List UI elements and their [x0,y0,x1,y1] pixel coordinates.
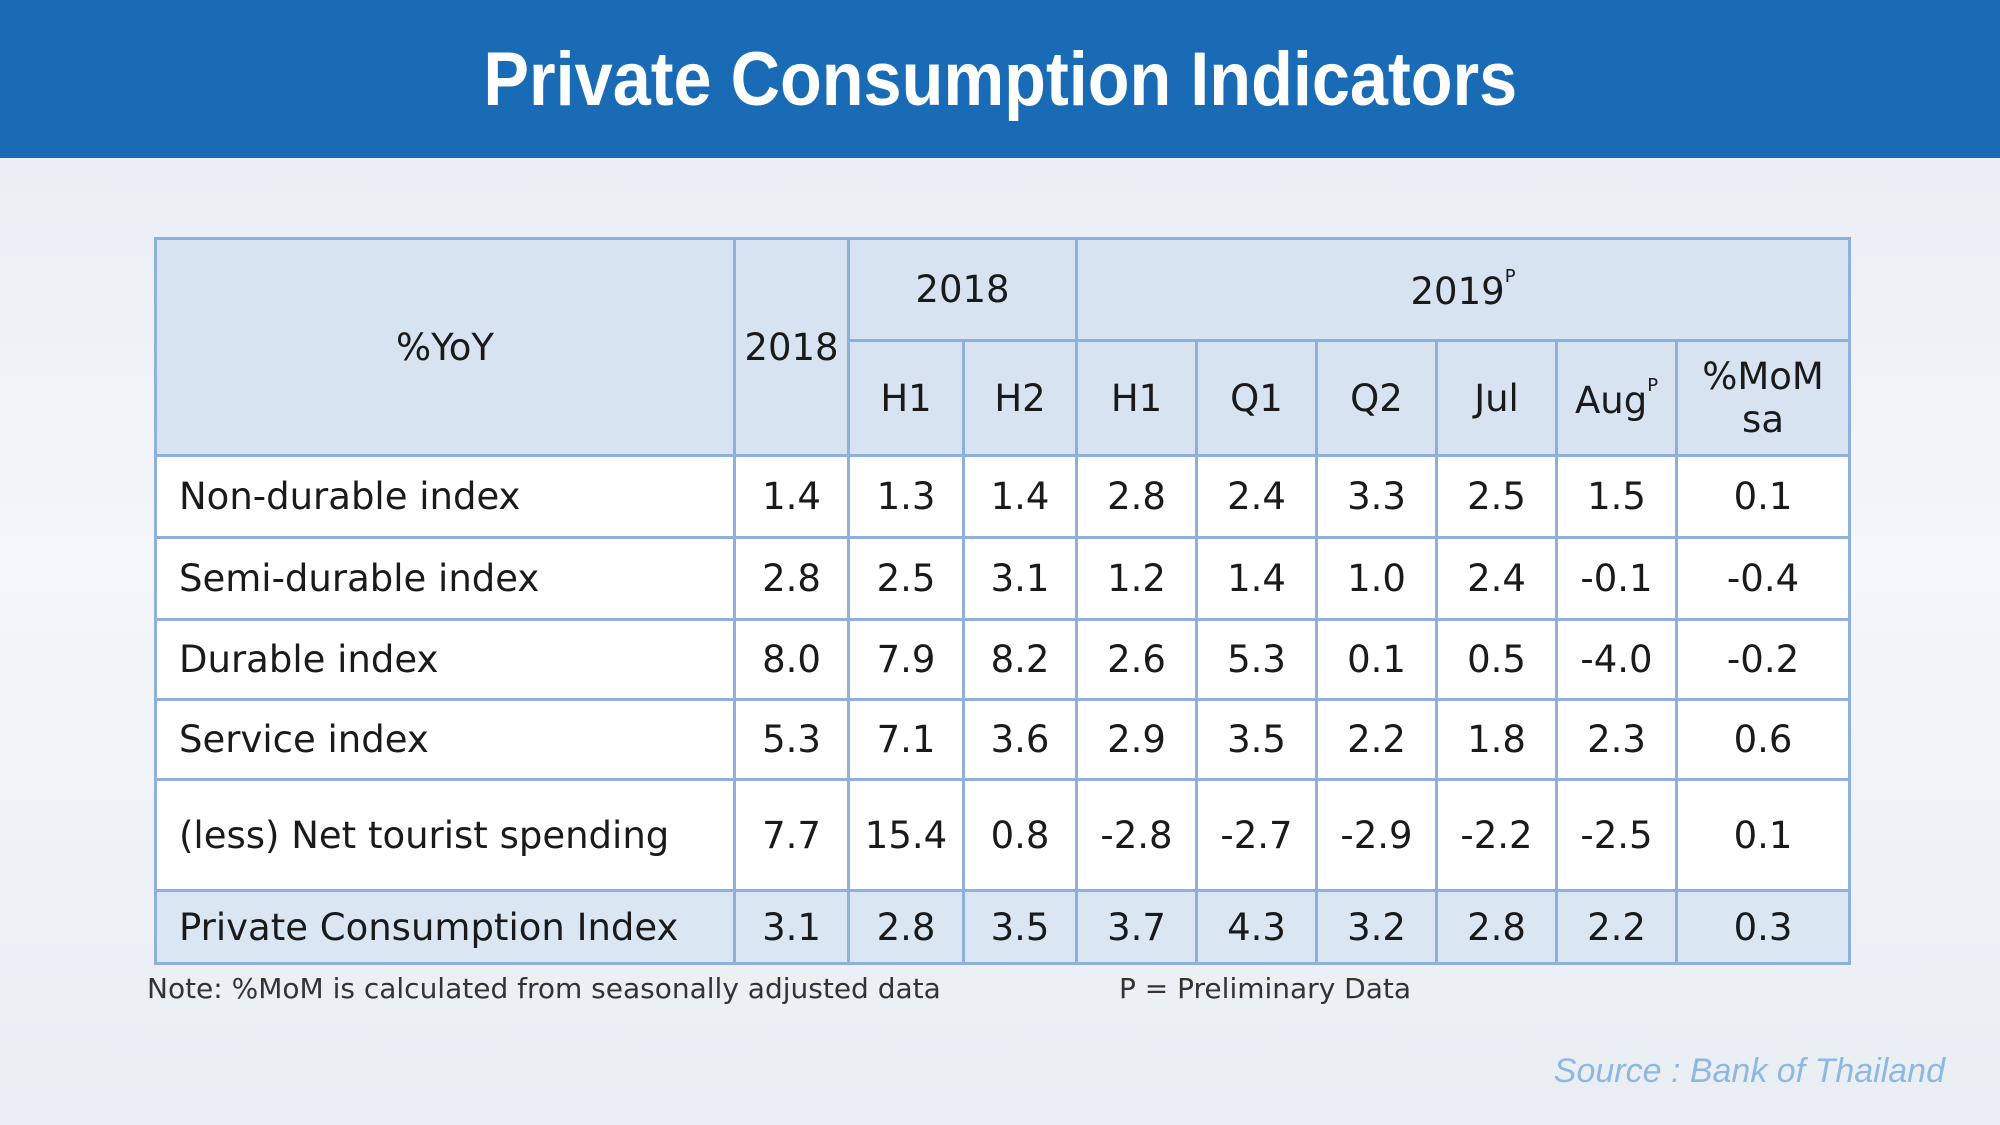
header-label: H2 [994,376,1046,420]
data-row: Non-durable index 1.4 1.3 1.4 2.8 2.4 3.3 2.5 1.… [154,454,1852,539]
header-label: %MoM sa [1702,355,1824,441]
header-row: %YoY 2018 2018 2019P [154,237,1852,457]
row-label: Service index [154,698,736,781]
cell-value: 2.2 [1555,889,1679,965]
title-bar: Private Consumption Indicators [0,0,2000,158]
cell-value: 4.3 [1195,889,1319,965]
cell-value: 1.3 [847,454,965,539]
cell-value: 5.3 [733,698,850,781]
cell-value: -2.8 [1075,778,1199,892]
cell-value: 3.6 [961,698,1079,781]
column-header: Q2 [1315,339,1439,457]
cell-value: -2.9 [1315,778,1439,892]
cell-value: 1.5 [1555,454,1679,539]
cell-value: 3.5 [961,889,1079,965]
row-label: Non-durable index [154,454,736,539]
column-header: Jul [1435,339,1559,457]
cell-value: 1.4 [733,454,850,539]
header-label: Aug [1574,378,1648,422]
cell-value: 7.1 [847,698,965,781]
cell-value: 15.4 [847,778,965,892]
cell-value: 2.5 [1435,454,1559,539]
row-label: Durable index [154,618,736,701]
data-row: Service index 5.3 7.1 3.6 2.9 3.5 2.2 1.8 2.3 0.6 [154,698,1852,781]
cell-value: 3.1 [733,889,850,965]
header-label: 2019 [1410,270,1505,313]
header-label: 2018 [915,268,1010,311]
cell-value: 0.1 [1315,618,1439,701]
cell-value: -0.4 [1675,536,1852,621]
data-row: Private Consumption Index 3.1 2.8 3.5 3.7 4.3… [154,889,1852,965]
cell-value: 1.2 [1075,536,1199,621]
row-label: (less) Net tourist spending [154,778,736,892]
column-header: %MoM sa [1675,339,1852,457]
header-label: Q1 [1230,376,1283,420]
cell-value: 1.4 [1195,536,1319,621]
header-row: H1 H2 H1 Q1 Q2 Jul AugP %MoM sa [156,339,1852,457]
cell-value: -0.2 [1675,618,1852,701]
group-header: 2018 [846,237,1079,342]
table: %YoY 2018 2018 2019P H1 H2 H1 Q1 Q2 Jul AugP %MoM s… [154,237,1852,965]
cell-value: 0.1 [1675,778,1852,892]
cell-value: 2.8 [1435,889,1559,965]
source: Source : Bank of Thailand [1553,1052,1945,1090]
cell-value: 7.9 [847,618,965,701]
cell-value: -0.1 [1555,536,1679,621]
cell-value: 8.0 [733,618,850,701]
cell-value: 3.3 [1315,454,1439,539]
header-label: Jul [1474,376,1519,420]
row-label: Private Consumption Index [154,889,736,965]
title: Private Consumption Indicators [483,36,1517,122]
cell-value: 2.8 [733,536,850,621]
cell-value: 1.0 [1315,536,1439,621]
cell-value: -2.5 [1555,778,1679,892]
cell-value: 2.4 [1435,536,1559,621]
column-header: H1 [847,339,965,457]
header-label: H1 [1110,376,1163,420]
data-row: (less) Net tourist spending 7.7 15.4 0.8 -2.… [154,778,1852,892]
cell-value: 3.5 [1195,698,1319,781]
cell-value: -4.0 [1555,618,1679,701]
column-header: Q1 [1195,339,1319,457]
superscript: P [1647,374,1659,396]
corner-cell: %YoY [154,237,736,457]
cell-value: 2.4 [1195,454,1319,539]
cell-value: 2.2 [1315,698,1439,781]
data-row: Durable index 8.0 7.9 8.2 2.6 5.3 0.1 0.5 -4.0 -0… [154,618,1852,701]
cell-value: 3.7 [1075,889,1199,965]
column-header: AugP [1555,339,1679,457]
preliminary-note: P = Preliminary Data [1119,972,1412,1005]
cell-value: 0.8 [961,778,1079,892]
cell-value: -2.2 [1435,778,1559,892]
cell-value: 2.6 [1075,618,1199,701]
cell-value: 2.9 [1075,698,1199,781]
cell-value: 0.3 [1675,889,1852,965]
group-header: 2019P [1075,237,1852,342]
cell-value: 2.8 [1075,454,1199,539]
cell-value: 3.1 [961,536,1079,621]
cell-value: 7.7 [733,778,850,892]
cell-value: 3.2 [1315,889,1439,965]
cell-value: 1.4 [961,454,1079,539]
cell-value: 2.5 [847,536,965,621]
data-row: Semi-durable index 2.8 2.5 3.1 1.2 1.4 1.0 2.4-… [154,536,1852,621]
column-header: H1 [1075,339,1199,457]
cell-value: 5.3 [1195,618,1319,701]
superscript: P [1504,266,1516,287]
column-header: H2 [961,339,1079,457]
note: Note: %MoM is calculated from seasonally… [147,972,941,1005]
cell-value: 8.2 [961,618,1079,701]
cell-value: 2.3 [1555,698,1679,781]
cell-value: 0.5 [1435,618,1559,701]
cell-value: 2.8 [847,889,965,965]
year-header: 2018 [733,237,850,457]
header-label: H1 [880,376,932,420]
cell-value: 0.1 [1675,454,1852,539]
cell-value: 0.6 [1675,698,1852,781]
cell-value: 1.8 [1435,698,1559,781]
row-label: Semi-durable index [154,536,736,621]
header-label: Q2 [1350,376,1403,420]
cell-value: -2.7 [1195,778,1319,892]
